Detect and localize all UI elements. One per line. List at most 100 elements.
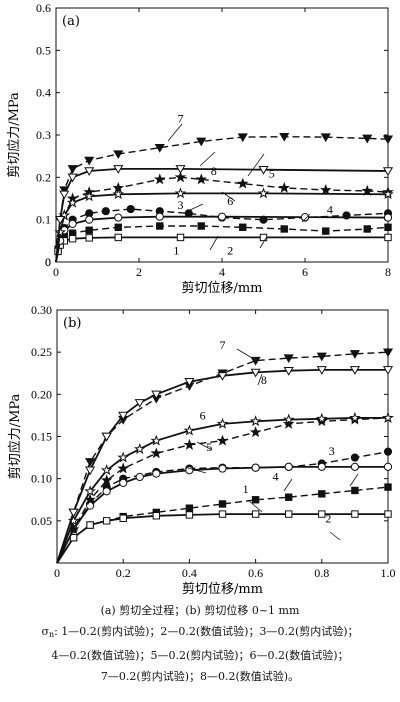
leader-line-a xyxy=(209,235,219,251)
y-tick-label-a: 0.5 xyxy=(36,43,51,57)
data-point-8-b xyxy=(68,508,79,518)
data-point-5-a xyxy=(154,173,166,185)
series-line-7-b xyxy=(56,351,389,564)
data-point-2-b xyxy=(351,510,359,518)
series-8-b xyxy=(56,366,394,564)
x-tick-label-a: 0 xyxy=(53,265,59,279)
y-tick-label-b: 0.25 xyxy=(31,345,52,359)
data-point-6-a xyxy=(54,226,66,238)
data-point-6-b xyxy=(216,417,229,429)
data-point-6-b xyxy=(100,464,113,476)
data-point-8-a xyxy=(59,190,70,200)
data-point-5-b xyxy=(183,438,196,450)
data-point-7-b xyxy=(382,348,394,358)
panel-label-b: (b) xyxy=(63,316,81,331)
data-point-8-b xyxy=(382,366,394,375)
data-point-1-a xyxy=(197,222,205,230)
x-tick-label-a: 6 xyxy=(302,265,308,279)
data-point-5-a xyxy=(361,184,373,196)
y-tick-label-b: 0.15 xyxy=(31,430,52,444)
data-point-4-a xyxy=(383,213,393,222)
data-point-7-b xyxy=(316,352,327,362)
series-7-a xyxy=(55,132,394,263)
leader-line-b xyxy=(236,348,253,359)
leader-line-b xyxy=(196,441,213,451)
data-point-8-b xyxy=(151,390,162,400)
data-point-4-a xyxy=(155,212,164,221)
data-point-8-b xyxy=(134,399,145,408)
x-tick-label-b: 0.6 xyxy=(248,566,263,580)
data-point-1-a xyxy=(384,223,392,231)
data-point-4-b xyxy=(251,463,260,472)
caption-line-4: 7—0.2(剪内试验)；8—0.2(数值试验)。 xyxy=(100,670,300,683)
y-axis-title-a: 剪切应力/MPa xyxy=(6,92,22,178)
data-point-5-a xyxy=(195,173,207,185)
series-6-a xyxy=(54,187,394,263)
data-point-7-a xyxy=(84,156,95,166)
data-point-6-a xyxy=(66,196,79,208)
data-point-1-b xyxy=(384,483,392,491)
curve-label-8-a: 8 xyxy=(211,164,217,178)
data-point-7-a xyxy=(237,133,248,143)
data-point-7-a xyxy=(279,132,290,142)
x-tick-label-b: 0 xyxy=(54,566,60,580)
data-point-8-a xyxy=(55,215,66,225)
data-point-5-b xyxy=(150,447,163,459)
data-point-7-b xyxy=(283,354,294,364)
series-line-6-a xyxy=(55,192,389,263)
series-1-a xyxy=(54,222,392,263)
curve-label-4-b: 4 xyxy=(272,469,278,483)
x-tick-label-b: 0.2 xyxy=(116,566,131,580)
data-point-6-b xyxy=(117,451,129,463)
leader-line-b xyxy=(247,499,263,513)
data-point-7-a xyxy=(382,135,394,145)
data-point-8-b xyxy=(316,366,327,375)
data-point-2-b xyxy=(152,512,161,520)
data-point-2-a xyxy=(259,233,268,242)
figure-caption: (a) 剪切全过程；(b) 剪切位移 0~1 mm σn: 1—0.2(剪内试验… xyxy=(0,603,400,685)
curve-label-8-b: 8 xyxy=(261,373,267,387)
data-point-5-b xyxy=(249,426,262,438)
leader-line-a xyxy=(167,123,183,142)
curve-label-2-b: 2 xyxy=(325,512,331,526)
data-point-1-a xyxy=(85,226,93,234)
data-point-1-a xyxy=(280,225,288,233)
data-point-1-a xyxy=(114,223,122,231)
data-point-8-b xyxy=(118,411,129,421)
y-tick-label-a: 0.1 xyxy=(36,213,51,227)
caption-sigma: σ xyxy=(41,625,49,638)
series-line-1-a xyxy=(55,225,389,263)
leader-line-a xyxy=(199,151,216,167)
data-point-4-b xyxy=(383,462,393,471)
data-point-6-b xyxy=(67,514,80,526)
leader-line-b xyxy=(329,531,341,541)
series-2-a xyxy=(54,233,392,263)
data-point-7-a xyxy=(113,150,124,160)
data-point-5-a xyxy=(278,181,290,193)
data-point-7-a xyxy=(196,137,207,147)
data-point-2-b xyxy=(384,510,392,518)
leader-line-a xyxy=(221,191,236,202)
data-point-2-b xyxy=(86,521,94,529)
data-point-8-a xyxy=(84,167,95,176)
data-point-4-a xyxy=(114,213,123,222)
figure-canvas: 0 2 4 6 800.10.20.30.40.50.60剪切位移/mm剪切应力/MPa… xyxy=(6,1,396,597)
data-point-7-a xyxy=(362,134,373,144)
data-point-2-b xyxy=(119,514,127,523)
leader-line-b xyxy=(187,467,207,474)
curve-label-1-b: 1 xyxy=(243,482,249,496)
data-point-4-b xyxy=(317,462,326,471)
data-point-6-a xyxy=(257,187,270,199)
leader-line-b xyxy=(349,473,359,487)
data-point-4-a xyxy=(85,215,94,224)
data-point-6-b xyxy=(150,434,163,446)
data-point-5-b xyxy=(282,417,295,429)
y-tick-label-a: 0.2 xyxy=(36,170,51,184)
series-7-b xyxy=(56,348,394,564)
y-tick-label-a: 0.6 xyxy=(36,1,51,15)
series-line-4-a xyxy=(55,215,389,263)
data-point-2-a xyxy=(176,233,185,242)
data-point-3-b xyxy=(350,453,359,462)
y-tick-label-b: 0.20 xyxy=(31,387,52,401)
data-point-7-a xyxy=(320,133,331,143)
